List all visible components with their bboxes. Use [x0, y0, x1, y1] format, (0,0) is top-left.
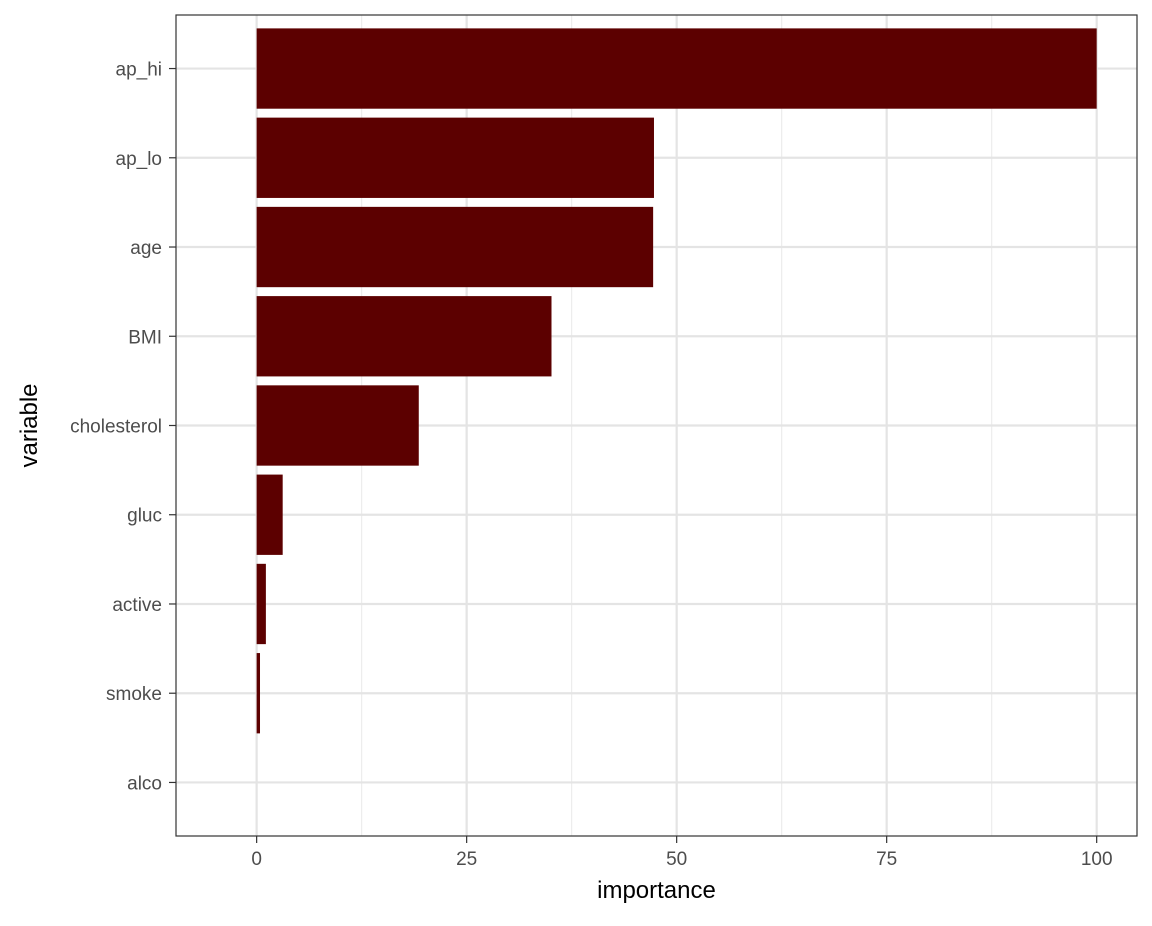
x-tick-label: 0	[251, 849, 262, 870]
bars	[256, 28, 1097, 734]
x-tick-label: 100	[1081, 849, 1113, 870]
x-axis-title: importance	[597, 877, 716, 904]
x-tick-label: 25	[456, 849, 477, 870]
y-tick-label: BMI	[128, 327, 162, 348]
y-axis-title: variable	[16, 383, 43, 467]
y-tick-label: gluc	[127, 506, 162, 527]
y-tick-label: age	[130, 238, 162, 259]
axis-ticks	[169, 67, 1098, 843]
x-tick-label: 50	[666, 849, 687, 870]
y-tick-label: smoke	[106, 684, 162, 705]
bar-ap-lo	[256, 117, 654, 198]
bar-smoke	[256, 653, 261, 734]
y-tick-label: ap_lo	[116, 149, 163, 170]
bar-active	[256, 563, 266, 645]
bar-ap-hi	[256, 28, 1097, 109]
y-tick-label: active	[112, 595, 162, 616]
bar-age	[256, 206, 654, 288]
bar-cholesterol	[256, 385, 419, 466]
y-tick-label: alco	[127, 773, 162, 794]
bar-bmi	[256, 296, 552, 377]
y-tick-label: ap_hi	[116, 60, 163, 81]
y-tick-label: cholesterol	[70, 417, 162, 438]
x-tick-label: 75	[876, 849, 897, 870]
bar-gluc	[256, 474, 283, 555]
